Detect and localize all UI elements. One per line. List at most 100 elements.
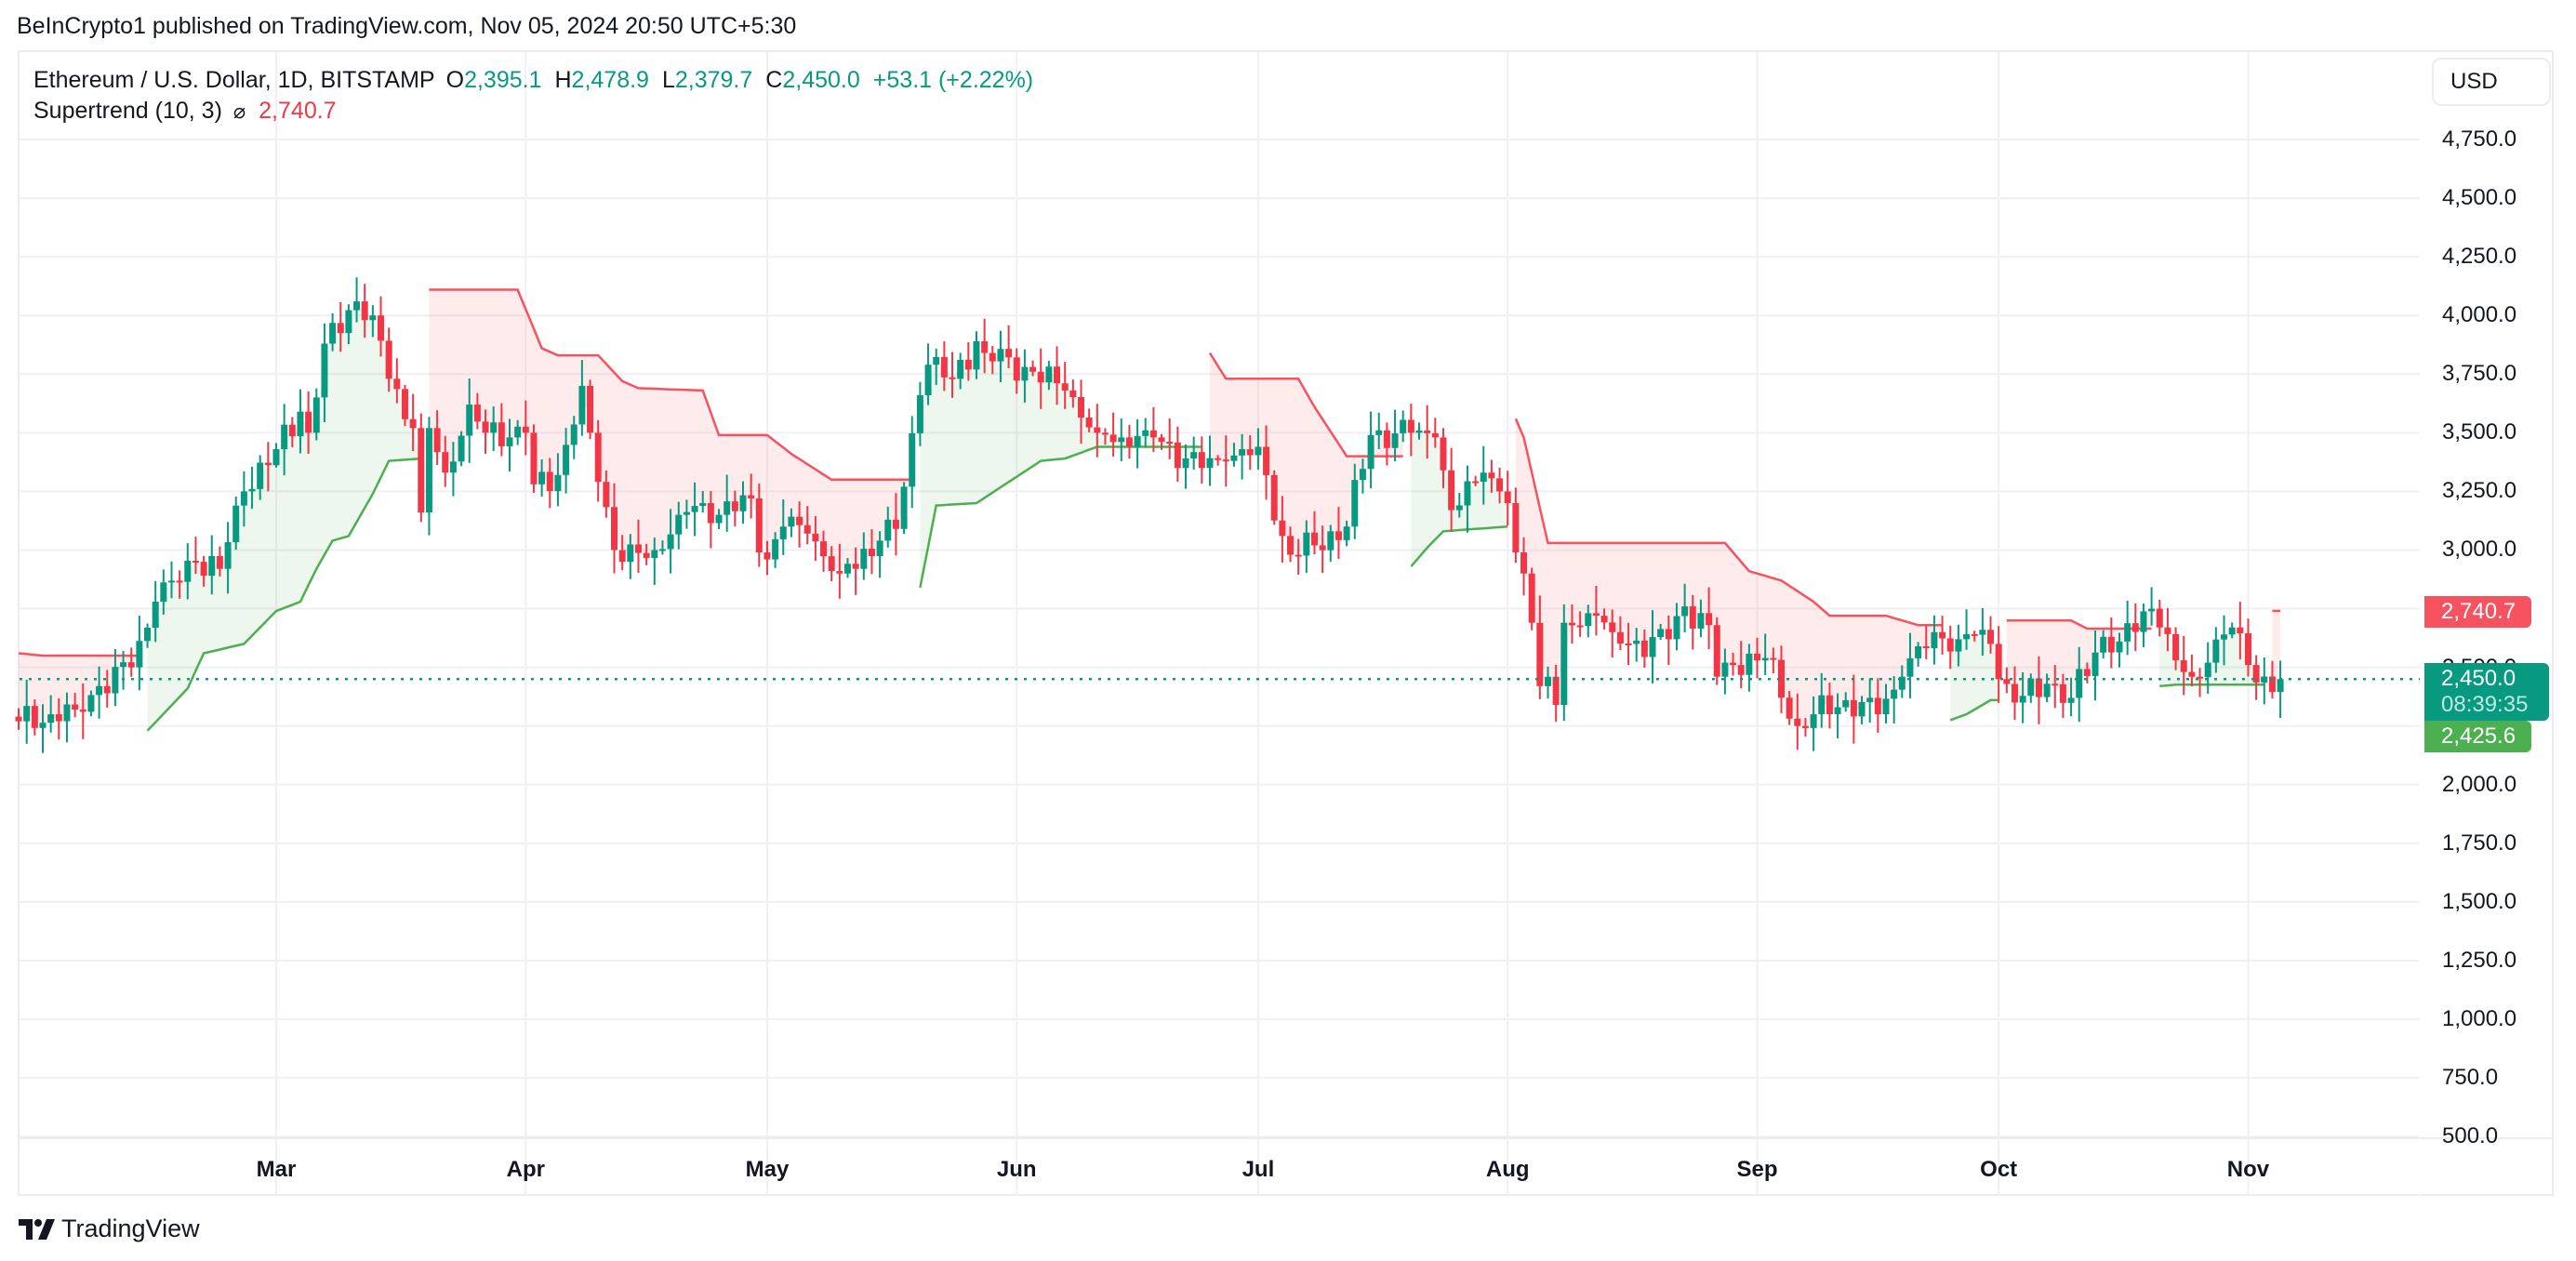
price-tick-label: 1,750.0	[2442, 830, 2517, 856]
candle-up	[1118, 437, 1125, 443]
candle-up	[900, 486, 908, 529]
candle-down	[1592, 613, 1600, 617]
candle-down	[1995, 644, 2002, 680]
candle-up	[772, 538, 779, 560]
candle-up	[2148, 608, 2156, 612]
candle-down	[603, 482, 610, 508]
indicator-visibility-icon[interactable]: ⌀	[232, 100, 246, 123]
candle-down	[1310, 532, 1318, 546]
candle-up	[1931, 631, 1938, 649]
candle-down	[1287, 536, 1295, 555]
candle-up	[224, 542, 232, 569]
candle-up	[425, 428, 432, 513]
supertrend-up-price-tag: 2,425.6	[2424, 721, 2531, 752]
candle-down	[1383, 430, 1390, 448]
price-tick-label: 3,500.0	[2442, 419, 2517, 445]
candle-down	[1158, 437, 1165, 443]
candle-down	[498, 422, 505, 446]
candle-down	[1472, 481, 1480, 484]
candle-up	[779, 526, 787, 539]
candle-down	[55, 714, 62, 722]
symbol-legend-row[interactable]: Ethereum / U.S. Dollar, 1D, BITSTAMP O 2…	[33, 65, 1046, 96]
candle-up	[1206, 458, 1214, 469]
candle-down	[2083, 669, 2091, 676]
candle-up	[1359, 469, 1366, 481]
candle-up	[1915, 646, 1922, 658]
candle-up	[1255, 446, 1262, 456]
candle-down	[2035, 678, 2042, 697]
candle-up	[563, 445, 570, 475]
candle-up	[1375, 430, 1383, 435]
candle-up	[554, 474, 562, 492]
candle-up	[909, 432, 916, 487]
time-tick-label: Oct	[1980, 1157, 2018, 1182]
candle-up	[1858, 701, 1866, 717]
candle-down	[1850, 699, 1857, 717]
candle-down	[1166, 442, 1174, 445]
candle-down	[442, 452, 449, 473]
candle-down	[1013, 357, 1020, 381]
candle-up	[160, 582, 167, 602]
candle-down	[989, 352, 996, 362]
candle-up	[570, 424, 578, 445]
candle-down	[1005, 349, 1013, 358]
open-label: O	[445, 67, 465, 93]
candle-down	[2197, 676, 2204, 679]
time-tick-label: Aug	[1485, 1157, 1530, 1182]
open-value: 2,395.1	[464, 67, 542, 93]
change-value: +53.1 (+2.22%)	[872, 67, 1034, 93]
price-tick-label: 3,250.0	[2442, 478, 2517, 504]
candle-up	[272, 449, 280, 466]
candle-down	[216, 555, 223, 569]
supertrend-up-line	[1410, 525, 1508, 567]
currency-button[interactable]: USD	[2432, 58, 2551, 106]
last-price-value: 2,450.0	[2441, 666, 2516, 691]
candle-up	[1544, 676, 1551, 686]
candle-up	[997, 349, 1004, 362]
indicator-legend-row[interactable]: Supertrend (10, 3) ⌀ 2,740.7	[33, 96, 1046, 126]
candle-up	[321, 343, 328, 398]
candle-up	[1955, 639, 1962, 652]
candle-up	[63, 704, 71, 722]
candle-down	[1174, 442, 1181, 469]
candle-up	[957, 359, 964, 379]
supertrend-down-fill	[1210, 352, 1403, 555]
candle-down	[803, 524, 811, 534]
supertrend-down-line	[429, 288, 912, 482]
candle-down	[1270, 474, 1278, 521]
high-label: H	[554, 67, 572, 93]
candle-down	[1149, 430, 1157, 438]
candle-down	[1295, 554, 1302, 557]
candle-up	[675, 514, 683, 535]
candle-up	[844, 564, 852, 574]
tradingview-brand[interactable]: TradingView	[19, 1215, 200, 1243]
candle-down	[1334, 531, 1342, 540]
candle-down	[1512, 503, 1520, 553]
candle-up	[1697, 613, 1705, 629]
candle-down	[1319, 545, 1326, 551]
candle-down	[1125, 437, 1133, 447]
candle-up	[1882, 698, 1890, 715]
candle-down	[852, 564, 859, 569]
supertrend-up-fill	[1411, 426, 1508, 567]
candle-down	[530, 432, 538, 484]
candle-up	[1327, 531, 1334, 551]
candle-down	[1987, 630, 1995, 644]
candle-up	[924, 365, 932, 395]
candle-up	[715, 514, 723, 524]
candle-up	[1480, 472, 1487, 482]
low-label: L	[661, 67, 675, 93]
supertrend-up-fill	[1950, 631, 1999, 721]
candle-down	[1922, 646, 1930, 649]
time-tick-label: Jun	[996, 1157, 1037, 1182]
candle-down	[1737, 665, 1745, 675]
candle-down	[1431, 432, 1439, 438]
candle-down	[1625, 643, 1632, 645]
candle-up	[691, 506, 698, 512]
candle-up	[973, 340, 980, 370]
candle-down	[522, 426, 529, 433]
candle-up	[1746, 653, 1753, 675]
candle-up	[2228, 627, 2236, 635]
candle-up	[739, 495, 747, 511]
